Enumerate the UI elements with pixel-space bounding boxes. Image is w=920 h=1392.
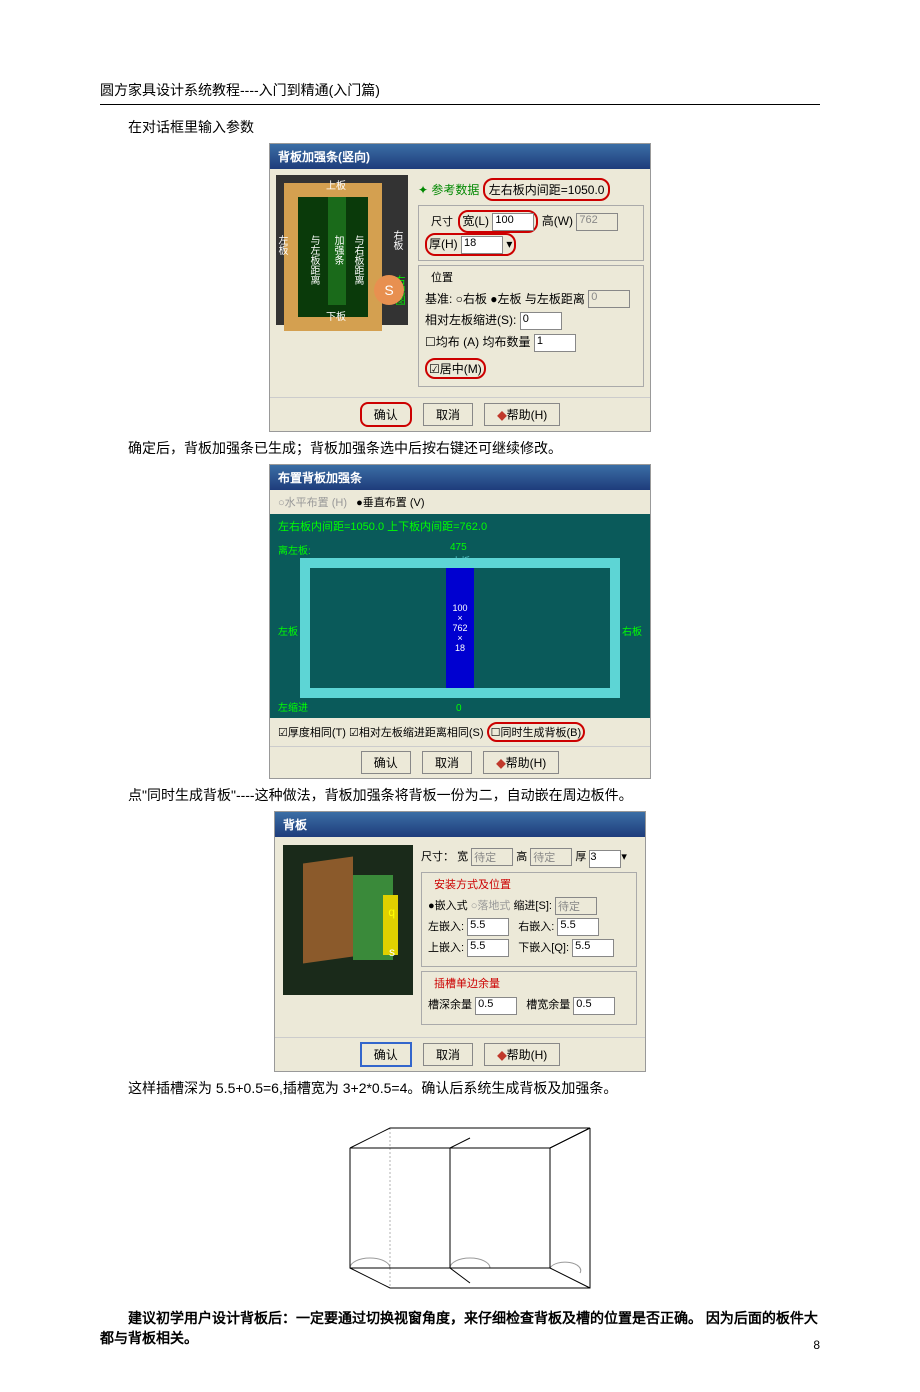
dialog-title-3: 背板 — [275, 812, 645, 837]
indent-input[interactable]: 0 — [520, 312, 562, 330]
same-thickness-checkbox[interactable]: 厚度相同(T) — [288, 727, 346, 739]
ok-button-3[interactable]: 确认 — [360, 1042, 412, 1067]
help-button-3[interactable]: ◆帮助(H) — [484, 1043, 560, 1066]
center-checkbox[interactable]: 居中(M) — [440, 362, 482, 376]
cancel-button-2[interactable]: 取消 — [422, 751, 472, 774]
floor-radio: 落地式 — [477, 900, 510, 912]
bot-in-input[interactable]: 5.5 — [572, 939, 614, 957]
same-indent-checkbox[interactable]: 相对左板缩进距离相同(S) — [359, 727, 484, 739]
base-right-radio[interactable]: 右板 — [463, 292, 487, 306]
indent3-input: 待定 — [555, 897, 597, 915]
top-in-input[interactable]: 5.5 — [467, 939, 509, 957]
cancel-button-3[interactable]: 取消 — [423, 1043, 473, 1066]
info-bar: 左右板内间距=1050.0 上下板内间距=762.0 — [270, 514, 650, 538]
s-marker: S — [374, 275, 404, 305]
dialog-back-panel: 背板 q s 尺寸： 宽 待定 高 待定 厚 3▾ 安装方式及位置 ●嵌入式 ○… — [274, 811, 646, 1071]
preview-3d: q s — [283, 845, 413, 995]
paragraph-5: 建议初学用户设计背板后：一定要通过切换视窗角度，来仔细检查背板及槽的位置是否正确… — [100, 1308, 820, 1348]
w3-input: 待定 — [471, 848, 513, 866]
paragraph-3: 点"同时生成背板"----这种做法，背板加强条将背板一份为二，自动嵌在周边板件。 — [100, 785, 820, 805]
depth-input[interactable]: 0.5 — [475, 997, 517, 1015]
help-button[interactable]: ◆帮助(H) — [484, 403, 560, 426]
gen-back-checkbox[interactable]: 同时生成背板(B) — [500, 727, 581, 739]
right-in-input[interactable]: 5.5 — [557, 918, 599, 936]
layout-canvas: 离左板: 475 上板 左板 右板 100×762×18 0 左缩进 — [270, 538, 650, 718]
width-input[interactable]: 100 — [492, 213, 534, 231]
help-button-2[interactable]: ◆帮助(H) — [483, 751, 559, 774]
t3-select[interactable]: 3 — [589, 850, 621, 868]
dialog-title-2: 布置背板加强条 — [270, 465, 650, 490]
avg-count-input[interactable]: 1 — [534, 334, 576, 352]
vertical-radio[interactable]: 垂直布置 (V) — [363, 497, 425, 509]
base-left-radio[interactable]: 左板 — [498, 292, 522, 306]
ref-value: 左右板内间距=1050.0 — [483, 178, 611, 201]
paragraph-4: 这样插槽深为 5.5+0.5=6,插槽宽为 3+2*0.5=4。确认后系统生成背… — [100, 1078, 820, 1098]
wireframe-diagram — [310, 1108, 610, 1298]
ok-button-2[interactable]: 确认 — [361, 751, 411, 774]
page-number: 8 — [813, 1338, 820, 1352]
paragraph-1: 在对话框里输入参数 — [100, 117, 820, 137]
embed-radio[interactable]: 嵌入式 — [435, 900, 468, 912]
dialog-layout-strip: 布置背板加强条 ○水平布置 (H) ●垂直布置 (V) 左右板内间距=1050.… — [269, 464, 651, 779]
thickness-input[interactable]: 18 — [461, 236, 503, 254]
width-input[interactable]: 0.5 — [573, 997, 615, 1015]
dialog-title: 背板加强条(竖向) — [270, 144, 650, 169]
paragraph-2: 确定后，背板加强条已生成；背板加强条选中后按右键还可继续修改。 — [100, 438, 820, 458]
horizontal-radio: 水平布置 (H) — [285, 497, 347, 509]
left-in-input[interactable]: 5.5 — [467, 918, 509, 936]
h3-input: 待定 — [530, 848, 572, 866]
ok-button[interactable]: 确认 — [360, 402, 412, 427]
avg-checkbox[interactable]: 均布 (A) — [436, 335, 479, 349]
height-input: 762 — [576, 213, 618, 231]
cancel-button[interactable]: 取消 — [423, 403, 473, 426]
dialog-reinforce-strip: 背板加强条(竖向) 上板 下板 左板 右板 与左板距离 与右板距离 加强条 右视… — [269, 143, 651, 432]
page-header: 圆方家具设计系统教程----入门到精通(入门篇) — [100, 80, 820, 105]
preview-diagram: 上板 下板 左板 右板 与左板距离 与右板距离 加强条 右视图 S — [276, 175, 408, 325]
distance-input: 0 — [588, 290, 630, 308]
